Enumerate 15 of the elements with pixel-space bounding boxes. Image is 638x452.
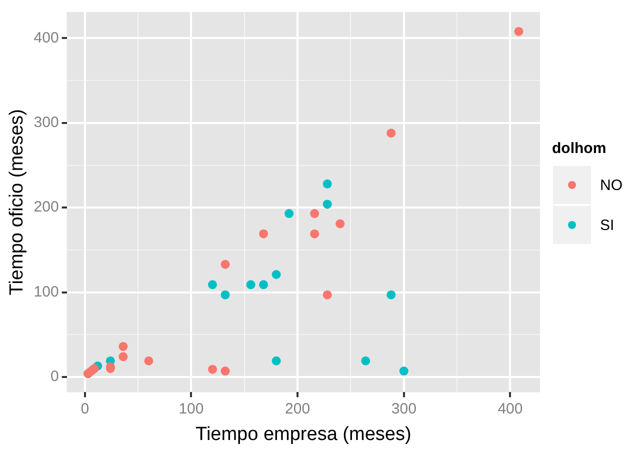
y-tick-label: 400 [34, 29, 59, 46]
legend-label: SI [600, 216, 614, 234]
x-tick-label: 400 [498, 400, 523, 418]
x-tick-label: 0 [80, 400, 90, 418]
x-tick-label: 200 [285, 400, 310, 418]
y-tick-label: 100 [34, 283, 59, 300]
x-tick-label: 100 [178, 400, 204, 418]
y-axis-title: Tiempo oficio (meses) [6, 109, 28, 296]
y-tick-label: 300 [34, 114, 59, 132]
x-axis-title: Tiempo empresa (meses) [196, 424, 412, 445]
x-tick-label: 300 [391, 400, 416, 418]
legend-label: NO [600, 176, 622, 194]
y-tick-label: 0 [50, 368, 59, 386]
y-tick-label: 200 [34, 198, 59, 216]
legend-title: dolhom [552, 140, 608, 157]
